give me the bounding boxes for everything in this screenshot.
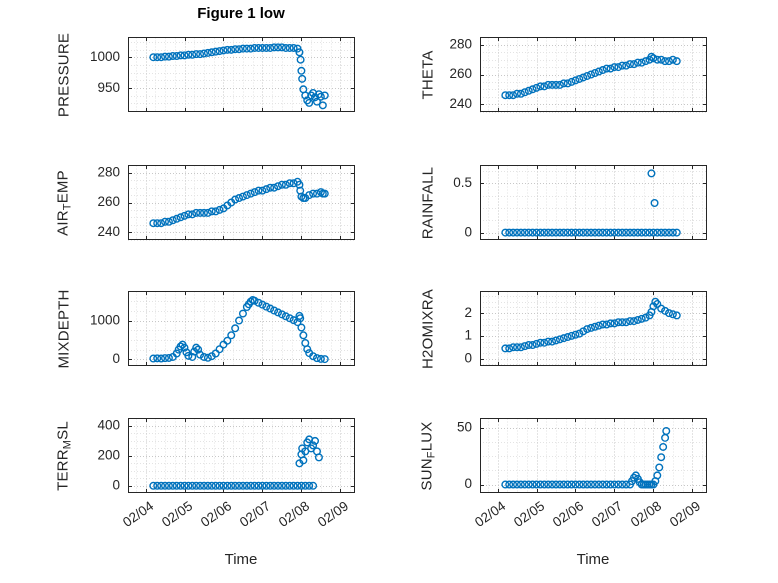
subplot-terrmsl <box>68 417 358 559</box>
subplot-pressure <box>68 36 358 116</box>
xlabel-time-right: Time <box>576 551 610 568</box>
subplot-theta <box>420 36 710 116</box>
subplot-rainfall <box>420 164 710 244</box>
subplot-h2omixra <box>420 290 710 370</box>
xlabel-time-left: Time <box>224 551 258 568</box>
subplot-sunflux <box>420 417 710 559</box>
figure-title: Figure 1 low <box>197 5 285 22</box>
subplot-mixdepth <box>68 290 358 370</box>
subplot-airtemp <box>68 164 358 244</box>
